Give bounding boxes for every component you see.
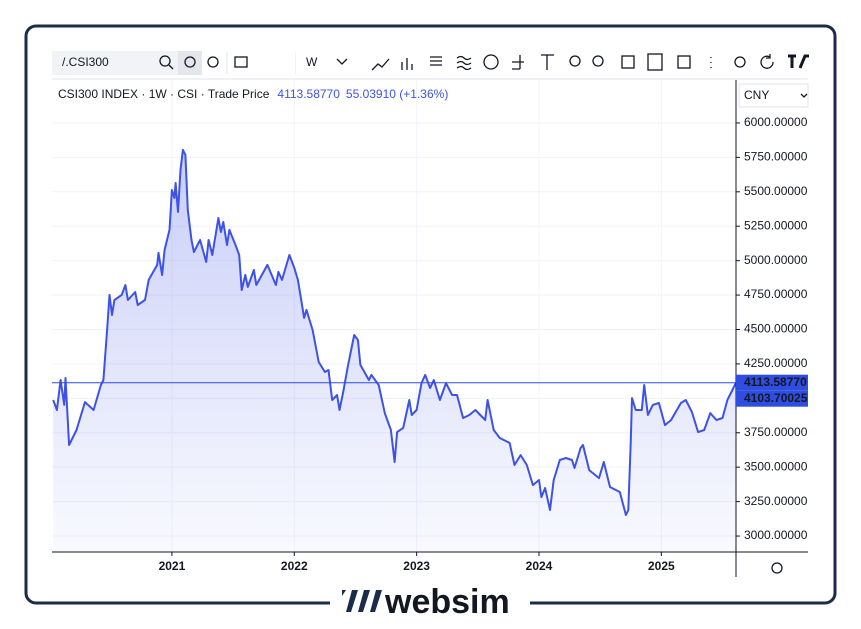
y-tick-label: 4750.00000 — [744, 287, 808, 301]
symbol-text: /.CSI300 — [62, 55, 109, 69]
interval-text: W — [306, 55, 318, 69]
x-tick-label: 2024 — [526, 559, 553, 573]
currency-select[interactable] — [738, 83, 809, 108]
chart-type-icon[interactable] — [371, 58, 390, 71]
area-fill — [53, 149, 736, 552]
price-label-bg — [736, 390, 808, 407]
snapshot-icon[interactable] — [677, 55, 691, 69]
x-tick-label: 2023 — [403, 559, 430, 573]
interval-select[interactable] — [296, 51, 362, 75]
tv-logo — [788, 54, 809, 69]
price-label-bg — [736, 374, 808, 391]
legend-change: 55.03910 (+1.36%) — [346, 87, 448, 101]
folder-icon[interactable] — [234, 56, 248, 68]
layout-icon[interactable] — [647, 53, 663, 71]
legend: CSI300 INDEX · 1W · CSI · Trade Price 411… — [58, 87, 448, 101]
legend-last: 4113.58770 — [277, 87, 340, 101]
y-tick-label: 4500.00000 — [744, 322, 808, 336]
y-tick-label: 5000.00000 — [744, 253, 808, 267]
search-icon — [168, 64, 174, 70]
clock-icon — [184, 56, 196, 68]
x-tick-label: 2022 — [281, 559, 308, 573]
x-tick-label: 2021 — [159, 559, 186, 573]
wave-icon[interactable] — [456, 55, 472, 71]
indicator-icon[interactable] — [401, 58, 413, 70]
y-tick-label: 3750.00000 — [744, 425, 808, 439]
add-icon[interactable] — [207, 56, 219, 68]
y-tick-label: 5250.00000 — [744, 218, 808, 232]
brand-name: websim — [384, 583, 510, 621]
brand-mark — [342, 590, 382, 612]
x-tick-label: 2025 — [648, 559, 675, 573]
y-tick-label: 3250.00000 — [744, 494, 808, 508]
chevron — [336, 58, 348, 65]
legend-title: CSI300 INDEX · 1W · CSI · Trade Price — [58, 87, 270, 101]
grid-icon[interactable] — [621, 55, 635, 69]
y-tick-label: 4250.00000 — [744, 356, 808, 370]
zoom-out-icon[interactable] — [592, 55, 604, 67]
event-icon[interactable] — [483, 54, 499, 70]
compare-btn[interactable] — [178, 51, 202, 75]
toolbar: /.CSI300 W — [52, 51, 809, 75]
price-line — [52, 148, 736, 516]
list-icon[interactable] — [430, 56, 442, 66]
price-label: 4113.58770 — [744, 375, 807, 389]
reset-icon[interactable] — [760, 54, 774, 69]
axis-settings-icon[interactable] — [771, 562, 783, 574]
y-tick-label: 3500.00000 — [744, 459, 808, 473]
currency-text: CNY — [744, 88, 769, 102]
chevron — [800, 93, 808, 98]
y-tick-label: 6000.00000 — [744, 115, 808, 129]
settings-icon[interactable] — [734, 56, 746, 68]
y-tick-label: 5750.00000 — [744, 150, 808, 164]
search-icon[interactable] — [159, 55, 171, 67]
plot — [52, 80, 736, 552]
zoom-in-icon[interactable] — [569, 55, 581, 67]
price-label: 4103.70025 — [744, 391, 808, 405]
y-tick-label: 5500.00000 — [744, 184, 808, 198]
symbol-input[interactable] — [52, 51, 178, 75]
text-icon[interactable] — [541, 54, 554, 70]
y-tick-label: 3000.00000 — [744, 528, 808, 542]
crosshair-icon[interactable] — [512, 55, 524, 70]
